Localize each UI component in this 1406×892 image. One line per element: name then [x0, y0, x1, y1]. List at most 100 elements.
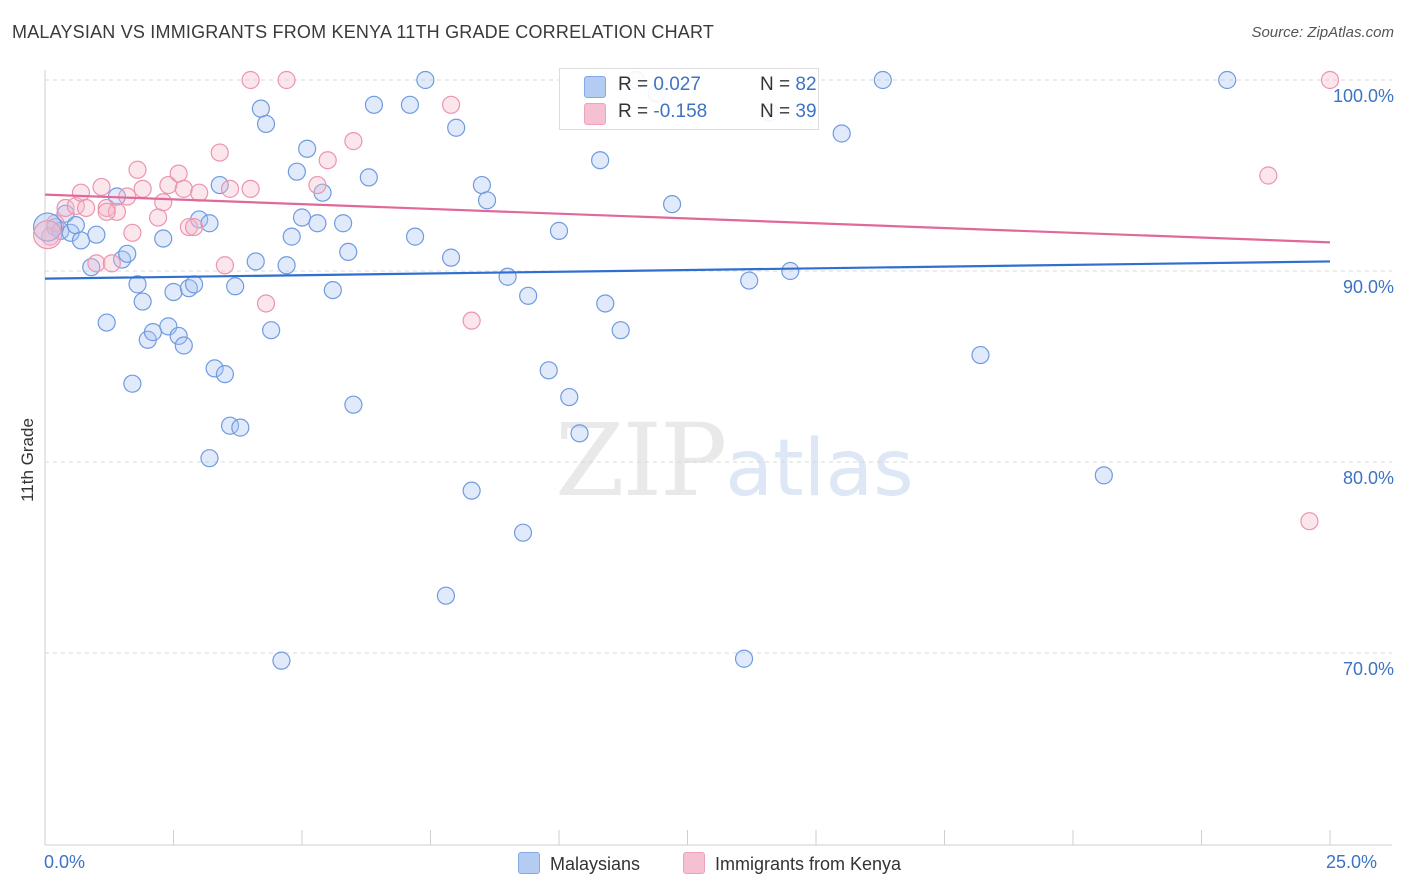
malaysians-point [405, 227, 425, 246]
malaysians-point [292, 208, 312, 227]
kenya-point [277, 70, 296, 90]
legend-item-kenya[interactable]: Immigrants from Kenya [683, 852, 901, 875]
y-tick-label: 100.0% [1332, 86, 1394, 106]
kenya-point [107, 202, 127, 221]
kenya-point [1300, 512, 1319, 531]
stats-r-label: R = [618, 101, 654, 122]
malaysians-point [740, 271, 759, 290]
kenya-point [174, 179, 193, 198]
stats-n-value: 39 [795, 101, 817, 122]
malaysians-point [174, 336, 193, 355]
malaysians-point [215, 365, 234, 384]
malaysians-point [591, 151, 610, 170]
malaysians-point [287, 162, 306, 181]
malaysians-point [560, 387, 579, 407]
malaysians-point [519, 286, 538, 305]
malaysians-point [118, 244, 137, 263]
malaysians-point [570, 424, 589, 443]
legend-label-malaysians: Malaysians [550, 854, 641, 874]
malaysians-point [539, 361, 558, 380]
legend-label-kenya: Immigrants from Kenya [715, 854, 902, 874]
kenya-point [241, 70, 260, 90]
malaysians-point [359, 168, 378, 187]
kenya-point [308, 175, 327, 195]
malaysians-point [226, 277, 245, 296]
kenya-point [92, 177, 111, 197]
malaysians-point [262, 321, 281, 340]
kenya-point [123, 223, 142, 242]
kenya-point [97, 198, 116, 218]
kenya-point [462, 311, 481, 330]
malaysians-point [734, 649, 754, 668]
kenya-point [97, 202, 116, 221]
kenya-point [169, 164, 188, 183]
malaysians-point [133, 292, 152, 311]
kenya-point [87, 254, 106, 273]
y-tick-label: 70.0% [1342, 659, 1394, 679]
watermark-zip: ZIP [555, 402, 727, 519]
kenya-point [179, 217, 199, 237]
malaysians-point [298, 139, 317, 158]
kenya-point [318, 151, 337, 170]
stats-swatch-kenya [584, 103, 606, 125]
malaysians-point [1094, 466, 1113, 485]
malaysians-point [71, 231, 91, 250]
source-label: Source: ZipAtlas.com [1251, 24, 1394, 41]
kenya-point [32, 220, 63, 250]
kenya-point [71, 183, 91, 202]
malaysians-point [200, 214, 219, 233]
malaysians-point [334, 214, 353, 233]
malaysians-point [971, 345, 990, 365]
kenya-point [133, 179, 152, 198]
malaysians-point [112, 250, 132, 269]
malaysians-point [128, 275, 147, 294]
watermark-atlas: atlas [725, 424, 914, 514]
malaysians-point [200, 449, 219, 468]
malaysians-point [97, 313, 116, 332]
kenya-point [210, 143, 229, 162]
kenya-point [77, 198, 96, 218]
y-tick-label: 90.0% [1342, 277, 1394, 297]
malaysians-point [873, 70, 892, 90]
x-tick-max: 25.0% [1326, 852, 1378, 872]
malaysians-trend-line [44, 260, 1331, 280]
kenya-point [148, 208, 168, 227]
malaysians-point [462, 481, 481, 500]
malaysians-point [472, 175, 491, 195]
stats-r-value: 0.027 [653, 74, 701, 95]
kenya-point [344, 132, 363, 151]
malaysians-point [416, 70, 435, 90]
malaysians-point [662, 195, 682, 214]
malaysians-point [781, 261, 800, 281]
malaysians-point [66, 216, 85, 235]
malaysians-point [205, 359, 224, 378]
stats-n-value: 82 [795, 74, 817, 95]
malaysians-point [441, 248, 461, 267]
malaysians-point [210, 175, 229, 195]
y-tick-label: 80.0% [1342, 468, 1394, 488]
malaysians-point [549, 221, 569, 240]
kenya-point [154, 193, 173, 212]
stats-swatch-malaysians [584, 76, 606, 98]
legend-item-malaysians[interactable]: Malaysians [518, 852, 640, 875]
x-tick-min: 0.0% [44, 852, 86, 872]
malaysians-point [364, 95, 384, 114]
malaysians-point [400, 95, 420, 114]
malaysians-point [498, 267, 517, 286]
malaysians-point [513, 523, 533, 542]
legend-swatch-malaysians [518, 852, 540, 874]
malaysians-point [282, 227, 301, 246]
malaysians-point [256, 114, 276, 134]
malaysians-point [251, 99, 270, 118]
stats-r-value: -0.158 [653, 101, 708, 122]
kenya-point [215, 256, 234, 275]
kenya-point [256, 294, 276, 313]
malaysians-point [477, 191, 497, 210]
kenya-trend-line [44, 193, 1331, 244]
chart-title: MALAYSIAN VS IMMIGRANTS FROM KENYA 11TH … [12, 22, 715, 42]
malaysians-point [164, 282, 183, 302]
malaysians-point [308, 214, 327, 233]
legend-swatch-kenya [683, 852, 705, 874]
malaysians-point [87, 225, 106, 244]
